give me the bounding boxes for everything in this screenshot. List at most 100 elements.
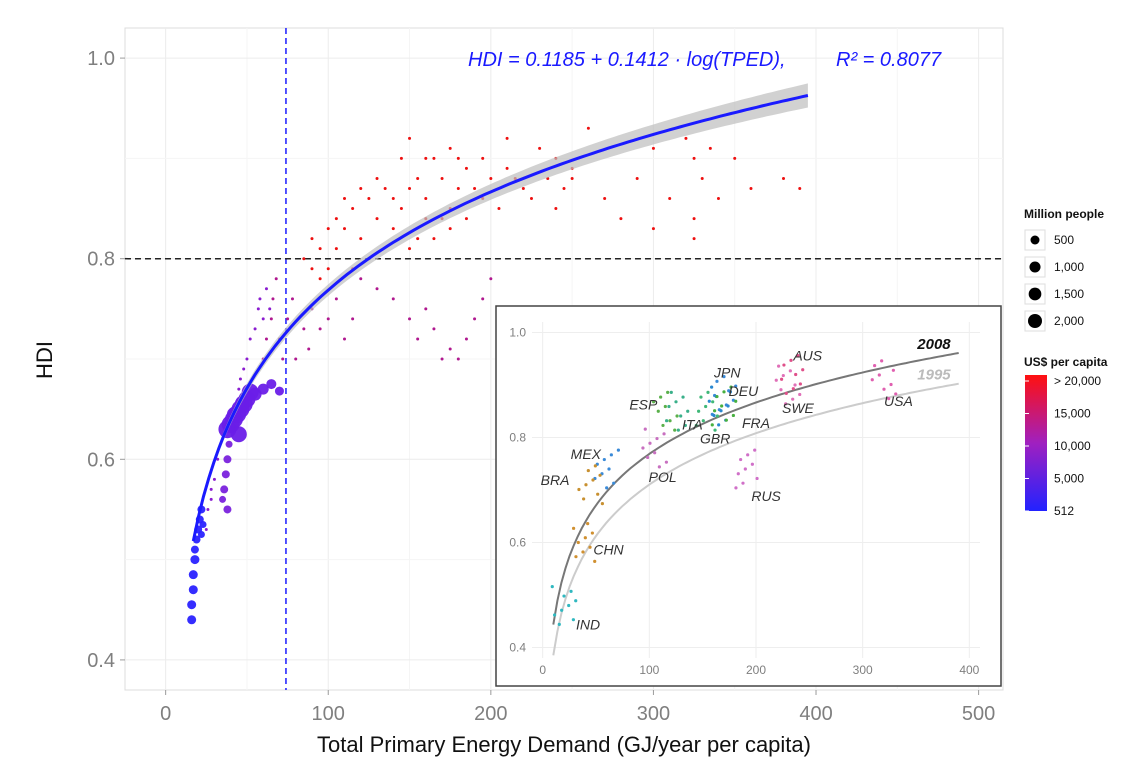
inset-point [675,414,679,418]
data-point [204,528,208,532]
data-point [375,287,379,291]
inset-point [699,395,703,399]
inset-point [870,378,874,382]
inset-point [591,478,595,482]
data-point [261,317,265,321]
data-point [464,337,468,341]
inset-point [641,446,645,450]
inset-y-tick-label: 0.8 [509,431,526,445]
inset-point [550,585,554,589]
inset-point [646,455,650,460]
data-point [264,287,268,291]
data-point [375,176,379,180]
inset-point [784,391,788,395]
data-point [798,186,802,190]
inset-point [612,481,616,485]
country-label-rus: RUS [751,488,781,504]
inset-x-tick-label: 300 [853,663,873,677]
inset-point [569,589,573,593]
data-point [700,176,704,180]
data-point [258,297,262,301]
data-point [432,156,436,160]
data-point [190,545,199,554]
data-point [668,197,672,201]
inset-point [715,379,719,383]
inset-point [662,432,666,436]
inset-point [665,419,669,423]
data-point [209,487,213,491]
inset-point [889,382,893,387]
data-point [464,217,468,221]
inset-point [572,526,576,530]
data-point [334,217,338,221]
equation-text: HDI = 0.1185 + 0.1412 · log(TPED), [468,49,786,71]
inset-point [593,464,597,468]
inset-frame [495,305,1002,687]
data-point [554,207,558,211]
data-point [603,197,607,201]
size-legend-dot [1028,314,1042,328]
inset-point [574,555,578,559]
inset-point [593,559,597,564]
inset-point [791,387,795,391]
data-point [302,257,306,261]
size-legend: Million people 500 1,000 1,500 2,000 [1024,207,1104,332]
data-point [197,531,205,539]
inset-point [657,465,661,469]
data-point [216,457,220,461]
data-point [448,146,452,150]
data-point [230,426,247,443]
inset-point [877,373,881,377]
data-point [391,197,395,201]
inset-point [605,486,609,490]
data-point [266,379,277,390]
data-point [290,297,294,301]
y-tick-label: 0.8 [87,249,115,271]
data-point [268,307,272,311]
inset-point [576,540,580,545]
x-tick-label: 200 [474,703,507,725]
data-point [733,156,737,160]
inset-point [873,363,877,368]
data-point [188,585,198,595]
data-point [416,176,420,180]
country-label-gbr: GBR [700,430,730,446]
data-point [219,495,227,503]
data-point [187,600,197,610]
inset-point [794,372,798,377]
inset-point [590,531,594,535]
color-legend-label: > 20,000 [1054,374,1101,388]
data-point [432,327,436,331]
size-legend-dot [1030,235,1040,245]
inset-point [673,428,677,432]
fit-curve [191,83,809,546]
data-point [505,166,509,170]
inset-point [891,368,895,372]
y-tick-label: 1.0 [87,48,115,70]
data-point [448,227,452,231]
data-point [334,247,338,251]
inset-point [571,618,575,622]
inset-point [557,622,561,627]
inset-point [710,385,714,389]
inset-point [741,481,745,485]
country-label-deu: DEU [729,383,759,399]
data-point [538,146,542,150]
data-point [242,367,246,371]
inset-point [643,427,647,431]
color-legend-label: 5,000 [1054,472,1084,486]
data-point [351,317,355,321]
country-label-mex: MEX [571,446,602,462]
data-point [238,377,242,381]
data-point [684,136,688,140]
x-tick-label: 300 [637,703,670,725]
inset-grid [532,322,980,658]
country-label-fra: FRA [742,415,770,431]
inset-point [577,487,581,492]
inset-points [550,354,898,627]
r-squared-text: R² = 0.8077 [836,49,942,71]
country-label-swe: SWE [782,400,815,416]
inset-point [728,390,733,394]
data-point [432,237,436,241]
